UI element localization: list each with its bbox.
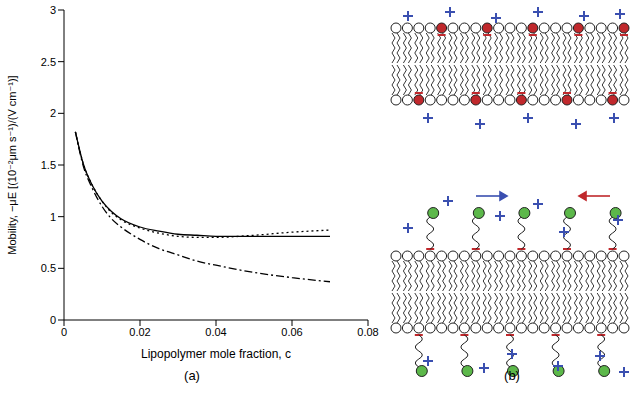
svg-text:0.06: 0.06 (281, 326, 302, 338)
svg-text:0.5: 0.5 (41, 262, 56, 274)
html-text:(a): (a) (184, 368, 200, 383)
svg-text:0: 0 (61, 326, 67, 338)
svg-text:1.5: 1.5 (41, 159, 56, 171)
svg-text:3: 3 (50, 4, 56, 16)
svg-text:0.08: 0.08 (357, 326, 378, 338)
svg-text:0: 0 (50, 314, 56, 326)
svg-text:Mobility, −μE [(10⁻²μm s⁻¹)/(V: Mobility, −μE [(10⁻²μm s⁻¹)/(V cm⁻¹)] (6, 75, 18, 254)
html-text:(b): (b) (504, 368, 520, 383)
svg-text:1: 1 (50, 211, 56, 223)
svg-text:Lipopolymer mole fraction, c: Lipopolymer mole fraction, c (141, 347, 291, 361)
svg-text:2: 2 (50, 107, 56, 119)
svg-text:2.5: 2.5 (41, 56, 56, 68)
svg-text:0.02: 0.02 (129, 326, 150, 338)
svg-text:0.04: 0.04 (205, 326, 226, 338)
